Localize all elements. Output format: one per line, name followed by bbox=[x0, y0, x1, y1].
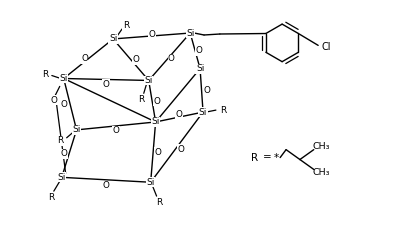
Text: Si: Si bbox=[144, 76, 153, 85]
Text: Si: Si bbox=[196, 64, 204, 73]
Text: R: R bbox=[156, 197, 163, 206]
Text: O: O bbox=[103, 181, 110, 190]
Text: CH₃: CH₃ bbox=[313, 168, 330, 177]
Text: Si: Si bbox=[72, 125, 81, 134]
Text: O: O bbox=[203, 86, 210, 95]
Text: O: O bbox=[61, 100, 68, 109]
Text: O: O bbox=[148, 29, 155, 38]
Text: =: = bbox=[263, 152, 272, 163]
Text: O: O bbox=[168, 54, 175, 63]
Text: Si: Si bbox=[146, 178, 155, 187]
Text: Si: Si bbox=[58, 173, 66, 182]
Text: Si: Si bbox=[109, 34, 117, 43]
Text: *: * bbox=[273, 152, 279, 163]
Text: O: O bbox=[132, 55, 139, 64]
Text: Cl: Cl bbox=[321, 42, 331, 52]
Text: CH₃: CH₃ bbox=[313, 142, 330, 151]
Text: R: R bbox=[220, 106, 226, 115]
Text: Si: Si bbox=[186, 28, 194, 38]
Text: R: R bbox=[48, 193, 54, 201]
Text: R: R bbox=[123, 21, 129, 30]
Text: O: O bbox=[176, 109, 183, 119]
Text: O: O bbox=[155, 148, 161, 157]
Text: O: O bbox=[195, 46, 203, 55]
Text: O: O bbox=[112, 126, 120, 135]
Text: O: O bbox=[103, 80, 110, 89]
Text: Si: Si bbox=[59, 74, 68, 83]
Text: O: O bbox=[50, 96, 57, 105]
Text: R: R bbox=[251, 152, 258, 163]
Text: Si: Si bbox=[199, 108, 207, 117]
Text: R: R bbox=[138, 95, 144, 104]
Text: O: O bbox=[81, 54, 88, 63]
Text: R: R bbox=[42, 70, 48, 79]
Text: O: O bbox=[177, 145, 184, 154]
Text: R: R bbox=[58, 136, 64, 145]
Text: Si: Si bbox=[151, 118, 160, 126]
Text: O: O bbox=[61, 149, 68, 158]
Text: O: O bbox=[154, 97, 161, 106]
